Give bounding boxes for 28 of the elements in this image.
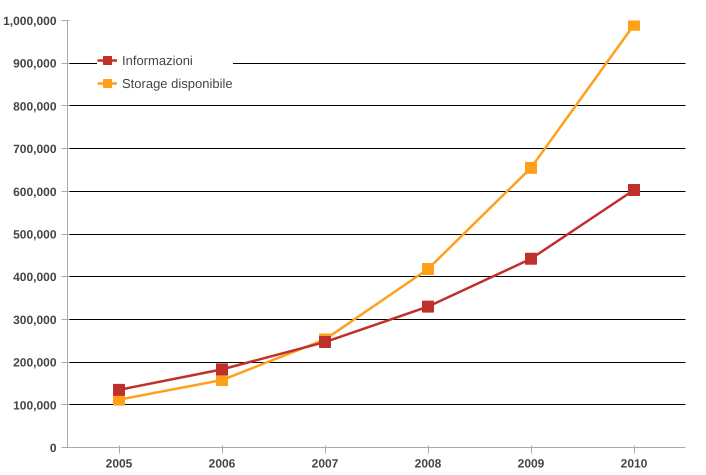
y-tick-label: 400,000 <box>13 270 57 284</box>
y-tick-label: 200,000 <box>13 356 57 370</box>
point <box>525 252 537 265</box>
x-tick-label: 2009 <box>518 456 545 470</box>
x-tick-label: 2007 <box>312 456 339 470</box>
point <box>525 162 537 174</box>
legend-label: Informazioni <box>122 52 193 68</box>
y-tick-label: 0 <box>50 441 57 455</box>
y-tick-label: 1,000,000 <box>3 14 57 28</box>
legend-label: Storage disponibile <box>122 76 233 90</box>
point <box>319 336 331 348</box>
y-tick-label: 900,000 <box>13 56 57 71</box>
y-tick-label: 700,000 <box>13 142 57 156</box>
y-tick-label: 500,000 <box>13 228 57 242</box>
x-tick-label: 2008 <box>414 456 442 470</box>
x-tick-label: 2010 <box>620 456 648 470</box>
x-tick-label: 2006 <box>208 456 236 470</box>
point <box>422 263 434 276</box>
point <box>628 184 640 196</box>
x-tick-label: 2005 <box>106 456 133 470</box>
y-tick-label: 800,000 <box>13 99 57 114</box>
y-tick-label: 100,000 <box>13 398 57 412</box>
y-tick-label: 300,000 <box>13 312 57 327</box>
point <box>216 363 228 376</box>
point <box>628 20 640 31</box>
point <box>422 300 434 313</box>
y-tick-label: 600,000 <box>13 184 57 199</box>
point <box>113 384 125 396</box>
